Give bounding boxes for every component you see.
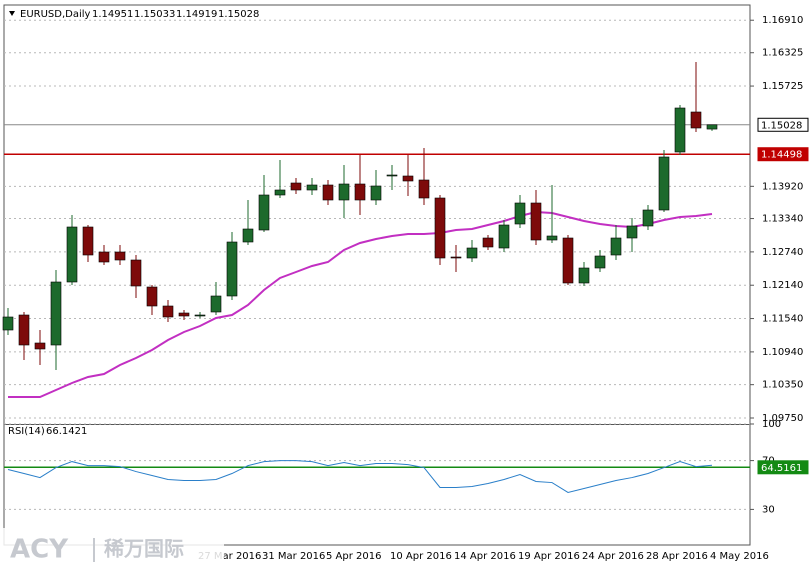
x-tick-label: 14 Apr 2016 <box>454 551 516 562</box>
candle-body <box>482 237 494 248</box>
x-tick-label: 5 Apr 2016 <box>326 551 381 562</box>
candle-body <box>674 107 686 153</box>
header-open: 1.14951 <box>92 9 133 20</box>
rsi-value: 66.1421 <box>46 426 87 437</box>
rsi-title: RSI(14) <box>8 426 45 437</box>
candle-body <box>514 202 526 225</box>
x-tick-label: 31 Mar 2016 <box>262 551 325 562</box>
x-tick-label: 27 Mar 2016 <box>198 551 261 562</box>
candle-body <box>322 184 334 201</box>
watermark-brand: ACY <box>10 535 69 565</box>
price-label: 1.15028 <box>761 120 802 131</box>
candle-body <box>642 209 654 227</box>
candle-body <box>658 156 670 211</box>
y-tick-label: 30 <box>762 504 775 515</box>
candle-body <box>210 295 222 313</box>
y-tick-label: 100 <box>762 419 781 430</box>
candle-body <box>386 174 398 177</box>
candle-body <box>306 184 318 191</box>
y-tick-label: 1.10940 <box>762 347 803 358</box>
menu-triangle <box>9 11 15 16</box>
candle-body <box>274 189 286 196</box>
candle-body <box>226 241 238 297</box>
x-tick-label: 28 Apr 2016 <box>646 551 708 562</box>
header-low: 1.14919 <box>176 9 217 20</box>
watermark-name: 稀万国际 <box>104 537 184 561</box>
candle-body <box>2 316 14 331</box>
candle-body <box>98 251 110 263</box>
candle-body <box>34 342 46 350</box>
y-tick-label: 1.10350 <box>762 380 803 391</box>
moving-average <box>8 210 713 398</box>
x-tick-label: 19 Apr 2016 <box>518 551 580 562</box>
chart-title: EURUSD,Daily <box>20 9 91 20</box>
y-tick-label: 1.15725 <box>762 81 803 92</box>
candle-body <box>50 281 62 346</box>
candle-body <box>66 226 78 283</box>
y-tick-label: 1.13340 <box>762 214 803 225</box>
y-tick-label: 1.16325 <box>762 48 803 59</box>
level-box <box>757 147 809 162</box>
candle-body <box>258 194 270 231</box>
candle-body <box>178 312 190 317</box>
candle-body <box>18 314 30 346</box>
candle-body <box>434 197 446 259</box>
candle-body <box>146 286 158 307</box>
candle-body <box>82 226 94 256</box>
y-tick-label: 1.13920 <box>762 181 803 192</box>
header-close: 1.15028 <box>218 9 259 20</box>
candle-body <box>498 224 510 249</box>
watermark-bg <box>0 528 224 568</box>
candle-body <box>370 185 382 201</box>
candle-body <box>194 314 206 317</box>
candle-body <box>466 247 478 259</box>
price-box <box>757 117 809 132</box>
candle-body <box>530 202 542 241</box>
candle-body <box>114 251 126 261</box>
candle-body <box>130 259 142 287</box>
y-tick-label: 1.09750 <box>762 413 803 424</box>
candle-body <box>690 111 702 129</box>
candle-body <box>338 183 350 201</box>
candle-body <box>578 267 590 284</box>
candle-body <box>290 182 302 191</box>
candle-body <box>626 225 638 239</box>
candle-body <box>354 183 366 201</box>
candle-body <box>610 237 622 256</box>
candle-body <box>242 228 254 243</box>
candle-body <box>418 179 430 199</box>
rsi-level-label: 64.5161 <box>761 463 802 474</box>
frame <box>3 4 751 546</box>
candle-body <box>706 124 718 130</box>
x-tick-label: 4 May 2016 <box>710 551 769 562</box>
y-tick-label: 1.16910 <box>762 15 803 26</box>
y-tick-label: 1.12740 <box>762 247 803 258</box>
y-tick-label: 1.12140 <box>762 280 803 291</box>
level-label: 1.14498 <box>761 150 802 161</box>
candle-body <box>402 175 414 182</box>
header-high: 1.15033 <box>134 9 175 20</box>
candle-body <box>562 237 574 284</box>
candle-body <box>594 255 606 269</box>
x-tick-label: 24 Apr 2016 <box>582 551 644 562</box>
candle-body <box>450 256 462 259</box>
rsi-level-box <box>757 460 809 475</box>
y-tick-label: 1.11540 <box>762 314 803 325</box>
rsi-line <box>7 460 713 493</box>
candle-body <box>546 235 558 241</box>
x-tick-label: 10 Apr 2016 <box>390 551 452 562</box>
candle-body <box>162 305 174 318</box>
